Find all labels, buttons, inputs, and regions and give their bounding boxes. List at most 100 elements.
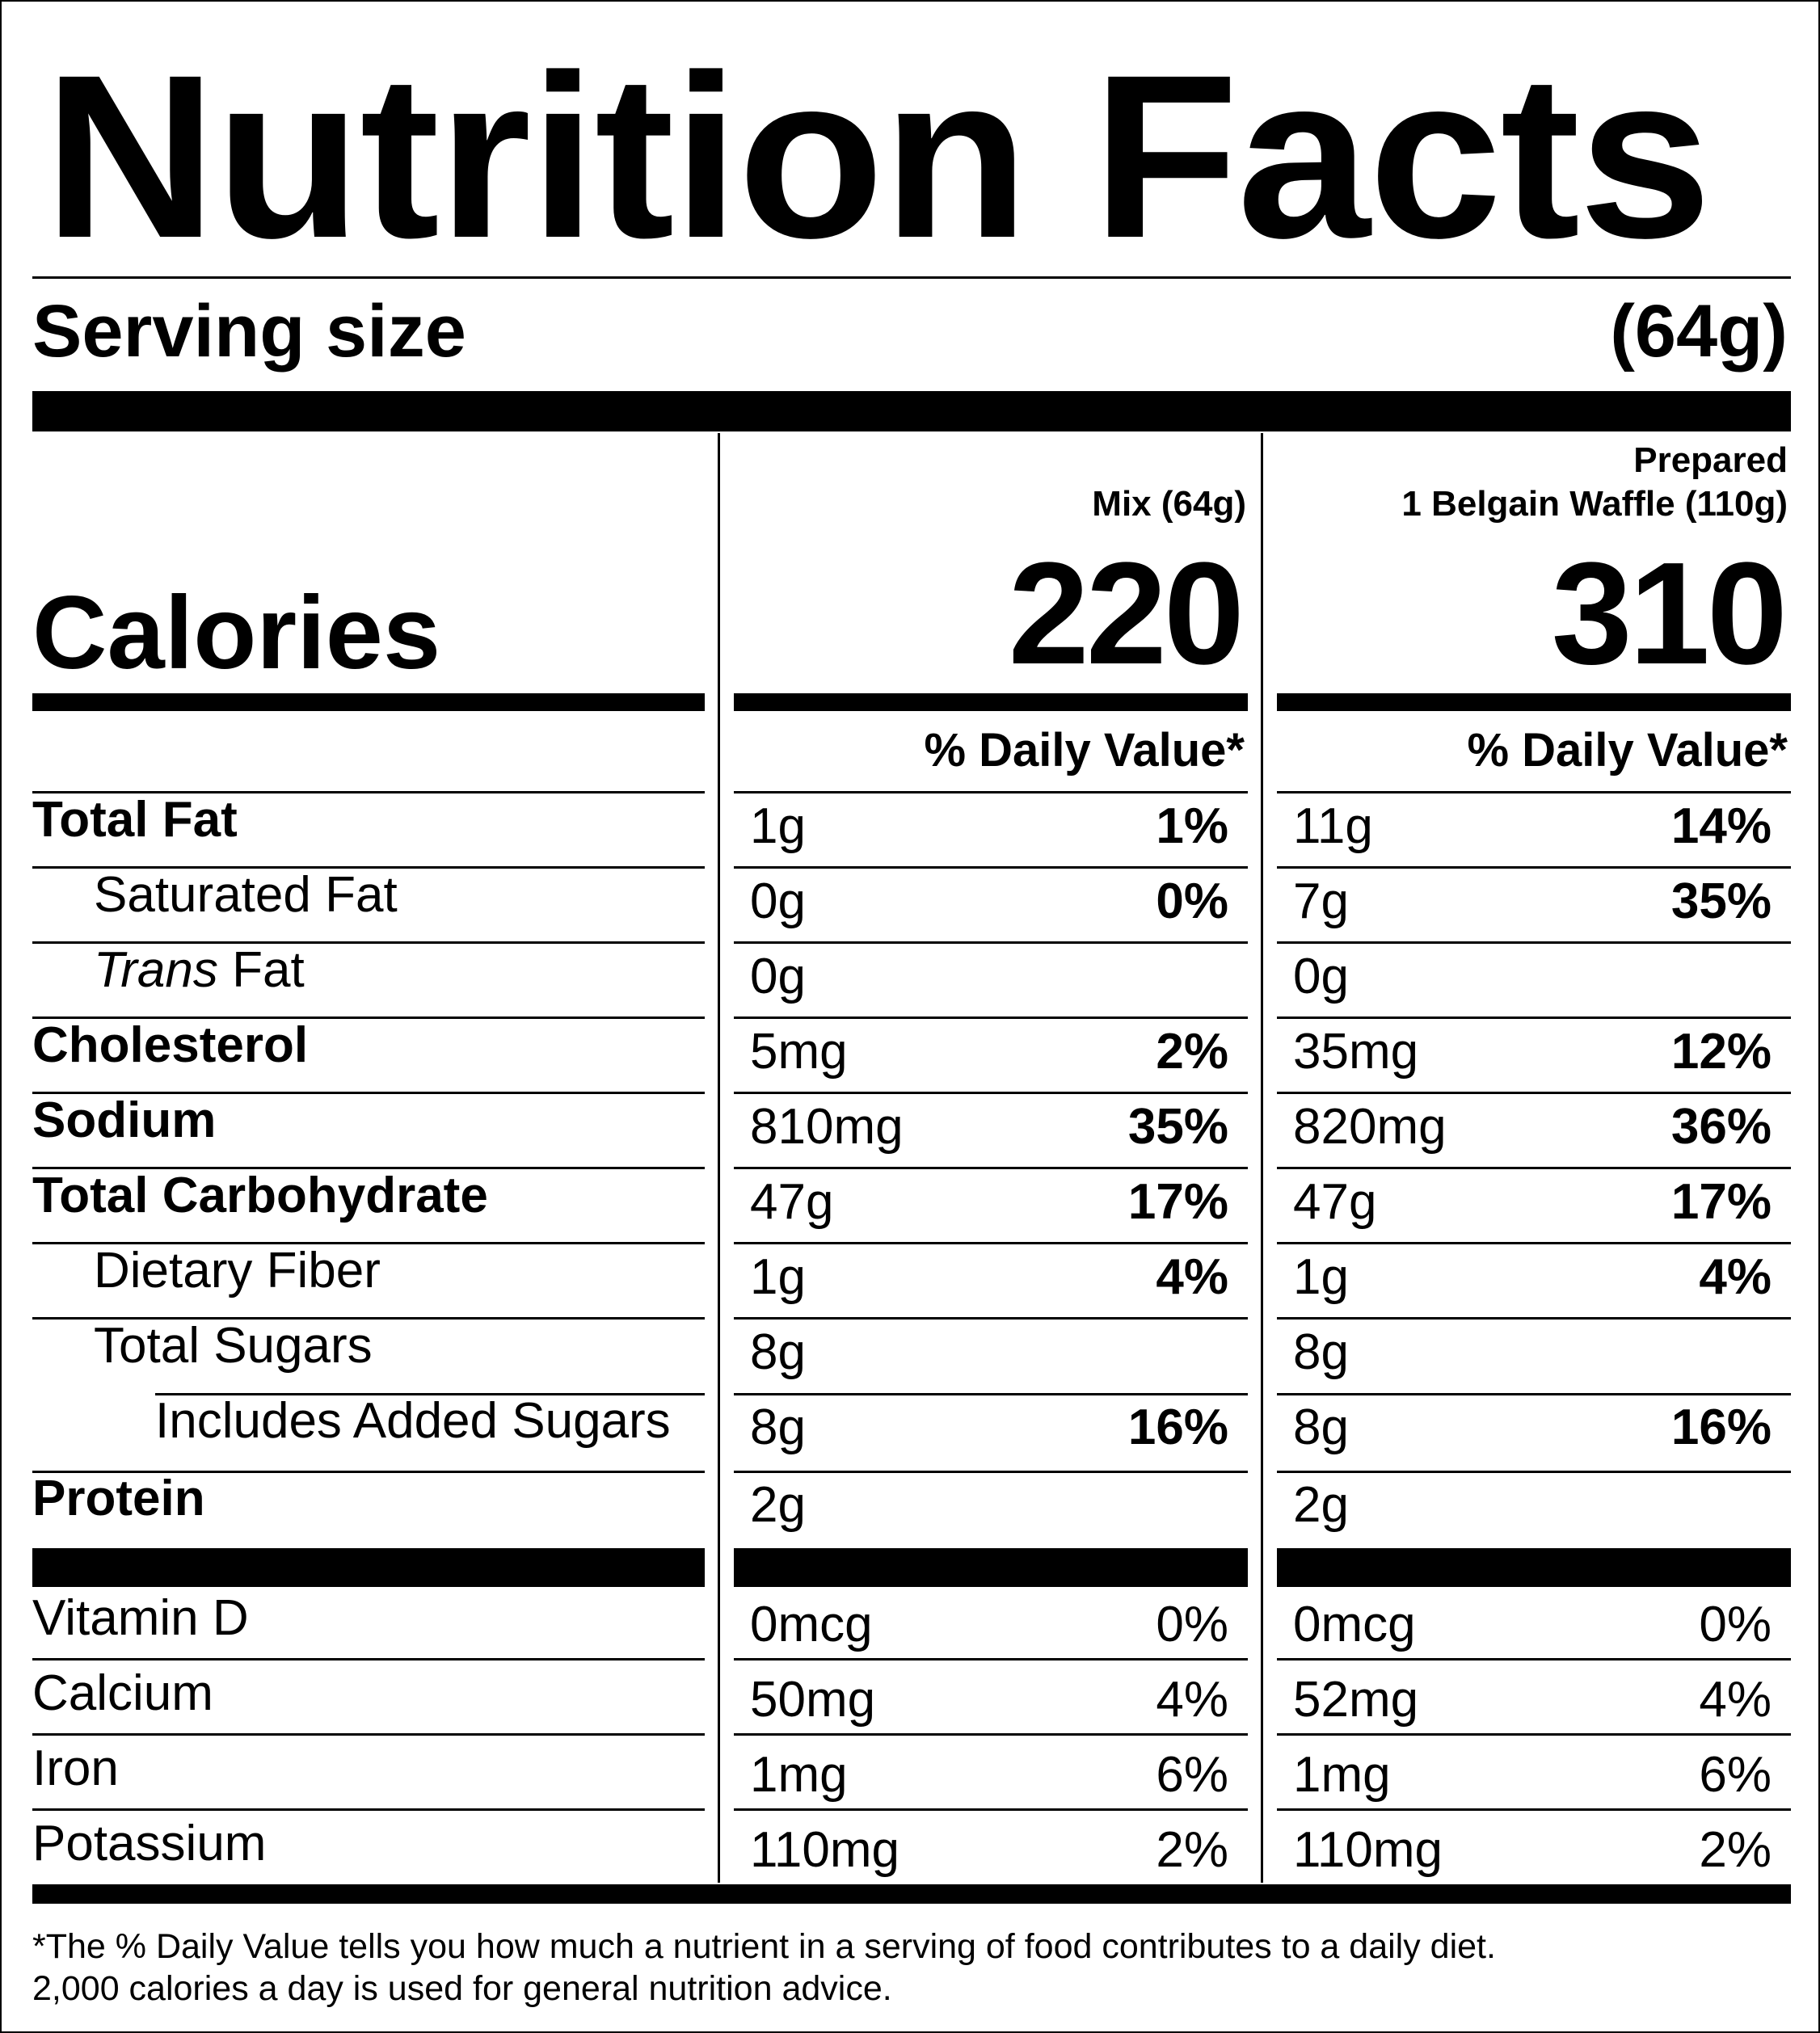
prepared-daily-value: 17% bbox=[1670, 1174, 1772, 1230]
prepared-amount: 0mcg bbox=[1293, 1597, 1416, 1652]
row-divider bbox=[1277, 1016, 1791, 1019]
serving-size-value: (64g) bbox=[1610, 290, 1788, 373]
prepared-amount: 47g bbox=[1293, 1174, 1377, 1230]
vitamin-divider-mix bbox=[734, 1548, 1248, 1587]
mix-amount: 0mcg bbox=[750, 1597, 873, 1652]
row-divider bbox=[32, 1242, 705, 1244]
row-divider bbox=[1277, 1658, 1791, 1660]
mix-amount: 50mg bbox=[750, 1672, 876, 1728]
row-divider bbox=[32, 1658, 705, 1660]
mix-amount: 47g bbox=[750, 1174, 834, 1230]
vitamin-name: Vitamin D bbox=[32, 1590, 249, 1646]
prepared-daily-value: 4% bbox=[1699, 1672, 1772, 1728]
mix-daily-value: 4% bbox=[1156, 1249, 1228, 1305]
mix-amount: 2g bbox=[750, 1477, 806, 1533]
title-divider bbox=[32, 276, 1791, 279]
nutrient-name-italic: Trans bbox=[94, 942, 218, 998]
row-divider bbox=[1277, 1808, 1791, 1811]
nutrient-name-rest: Fat bbox=[217, 942, 305, 998]
column-separator-1 bbox=[718, 433, 720, 1883]
prepared-daily-value: 35% bbox=[1670, 873, 1772, 929]
nutrient-name: Saturated Fat bbox=[94, 867, 398, 923]
row-divider bbox=[734, 791, 1248, 793]
footnote-divider bbox=[32, 1884, 1791, 1904]
nutrient-name: Cholesterol bbox=[32, 1017, 309, 1073]
row-divider bbox=[734, 941, 1248, 944]
row-divider bbox=[734, 1317, 1248, 1320]
row-divider bbox=[734, 1733, 1248, 1736]
row-divider bbox=[32, 941, 705, 944]
row-divider bbox=[32, 1808, 705, 1811]
mix-amount: 5mg bbox=[750, 1024, 848, 1080]
prepared-daily-value: 16% bbox=[1670, 1400, 1772, 1455]
nutrient-name: Trans Fat bbox=[94, 945, 305, 995]
footnote-line-1: *The % Daily Value tells you how much a … bbox=[32, 1927, 1496, 1966]
row-divider bbox=[1277, 1317, 1791, 1320]
calories-divider-prepared bbox=[1277, 693, 1791, 711]
prepared-amount: 8g bbox=[1293, 1400, 1349, 1455]
vitamin-name: Calcium bbox=[32, 1665, 213, 1721]
nutrient-name: Total Sugars bbox=[94, 1318, 373, 1374]
row-divider bbox=[1277, 1167, 1791, 1169]
mix-amount: 1g bbox=[750, 798, 806, 854]
row-divider bbox=[32, 1167, 705, 1169]
row-divider bbox=[734, 1092, 1248, 1094]
row-divider bbox=[734, 1808, 1248, 1811]
row-divider bbox=[1277, 1393, 1791, 1395]
nutrient-name: Protein bbox=[32, 1471, 205, 1526]
prepared-daily-value: 14% bbox=[1670, 798, 1772, 854]
prepared-amount: 11g bbox=[1293, 798, 1373, 854]
mix-amount: 810mg bbox=[750, 1099, 904, 1155]
row-divider bbox=[1277, 866, 1791, 869]
vitamin-name: Potassium bbox=[32, 1816, 267, 1871]
row-divider bbox=[734, 1016, 1248, 1019]
row-divider bbox=[32, 1471, 705, 1473]
row-divider bbox=[1277, 1242, 1791, 1244]
row-divider bbox=[1277, 791, 1791, 793]
mix-daily-value: 1% bbox=[1156, 798, 1228, 854]
vitamin-name: Iron bbox=[32, 1740, 119, 1796]
mix-daily-value: 2% bbox=[1156, 1024, 1228, 1080]
prepared-amount: 1g bbox=[1293, 1249, 1349, 1305]
row-divider bbox=[1277, 941, 1791, 944]
prepared-amount: 8g bbox=[1293, 1324, 1349, 1380]
mix-dv-header: % Daily Value* bbox=[924, 724, 1245, 777]
nutrient-name: Total Fat bbox=[32, 792, 238, 848]
mix-daily-value: 35% bbox=[1127, 1099, 1228, 1155]
prepared-calories-value: 310 bbox=[1551, 532, 1788, 695]
prepared-column-header-line2: 1 Belgain Waffle (110g) bbox=[1401, 484, 1788, 524]
serving-size-label: Serving size bbox=[32, 290, 466, 373]
prepared-amount: 35mg bbox=[1293, 1024, 1419, 1080]
row-divider bbox=[734, 1167, 1248, 1169]
column-separator-2 bbox=[1261, 433, 1263, 1883]
mix-amount: 1g bbox=[750, 1249, 806, 1305]
prepared-daily-value: 6% bbox=[1699, 1747, 1772, 1803]
prepared-daily-value: 4% bbox=[1699, 1249, 1772, 1305]
prepared-amount: 110mg bbox=[1293, 1822, 1443, 1878]
vitamin-divider-left bbox=[32, 1548, 705, 1587]
row-divider bbox=[32, 1733, 705, 1736]
row-divider bbox=[734, 1242, 1248, 1244]
row-divider bbox=[734, 1393, 1248, 1395]
prepared-amount: 7g bbox=[1293, 873, 1349, 929]
prepared-daily-value: 36% bbox=[1670, 1099, 1772, 1155]
prepared-amount: 52mg bbox=[1293, 1672, 1419, 1728]
prepared-amount: 0g bbox=[1293, 949, 1349, 1004]
row-divider bbox=[1277, 1733, 1791, 1736]
row-divider bbox=[32, 866, 705, 869]
mix-daily-value: 0% bbox=[1156, 1597, 1228, 1652]
mix-daily-value: 2% bbox=[1156, 1822, 1228, 1878]
row-divider bbox=[734, 866, 1248, 869]
calories-label: Calories bbox=[32, 575, 441, 691]
mix-daily-value: 17% bbox=[1127, 1174, 1228, 1230]
mix-amount: 0g bbox=[750, 949, 806, 1004]
nutrient-name: Total Carbohydrate bbox=[32, 1168, 488, 1223]
row-divider bbox=[32, 1016, 705, 1019]
mix-amount: 1mg bbox=[750, 1747, 848, 1803]
row-divider bbox=[32, 1092, 705, 1094]
prepared-daily-value: 0% bbox=[1699, 1597, 1772, 1652]
prepared-column-header-line1: Prepared bbox=[1633, 440, 1788, 480]
mix-amount: 0g bbox=[750, 873, 806, 929]
row-divider bbox=[734, 1658, 1248, 1660]
